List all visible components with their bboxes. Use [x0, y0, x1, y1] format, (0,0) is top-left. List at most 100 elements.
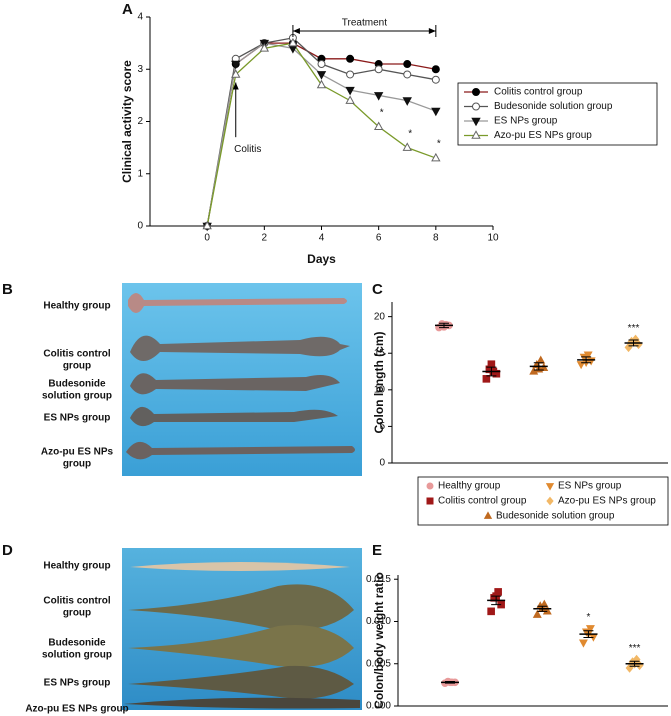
- marker: [472, 88, 480, 96]
- photo-label: Azo-pu ES NPs: [41, 447, 114, 458]
- legend-box: [417, 476, 669, 526]
- error-bar: [486, 366, 497, 377]
- marker: [431, 107, 441, 117]
- y-tick-label: 10: [374, 384, 386, 395]
- significance: *: [380, 107, 384, 118]
- marker: [471, 130, 481, 139]
- panel-letter: A: [122, 1, 133, 18]
- y-tick-label: 15: [374, 348, 386, 359]
- marker: [317, 60, 326, 69]
- photo-label: group: [63, 459, 91, 470]
- arrow-head: [232, 82, 239, 90]
- panel-letter: C: [372, 281, 383, 298]
- marker: [402, 97, 412, 106]
- marker: [316, 79, 327, 89]
- legend-label: Budesonide solution group: [496, 511, 615, 522]
- panel-letter: E: [372, 542, 382, 559]
- marker: [472, 102, 480, 111]
- marker: [373, 92, 384, 101]
- marker: [431, 152, 441, 162]
- series-line: [206, 42, 436, 227]
- x-tick-label: 8: [433, 233, 439, 244]
- legend-label: Azo-pu ES NPs group: [558, 496, 656, 507]
- significance: ***: [629, 643, 641, 654]
- error-bar: [583, 630, 594, 639]
- x-tick-label: 2: [262, 233, 268, 244]
- photo-label: Budesonide: [48, 638, 106, 649]
- y-tick-label: 0: [379, 458, 385, 469]
- marker: [403, 60, 412, 69]
- photo-label: Healthy group: [43, 561, 110, 572]
- photo-label: group: [63, 361, 91, 372]
- x-tick-label: 6: [376, 233, 382, 244]
- photo-b: [122, 283, 362, 476]
- error-bar: [491, 595, 502, 606]
- x-tick-label: 10: [487, 233, 499, 244]
- error-bar: [439, 322, 449, 329]
- annotation: Colitis: [234, 144, 261, 155]
- error-bar: [533, 362, 544, 371]
- y-axis-label: Clinical activity score: [120, 60, 134, 183]
- marker: [578, 639, 588, 648]
- series-line: [206, 42, 437, 227]
- y-axis-label: Colon length (cm): [372, 332, 386, 434]
- marker: [403, 70, 412, 79]
- legend-label: Colitis control group: [438, 496, 527, 507]
- photo-label: group: [63, 608, 91, 619]
- marker: [231, 60, 241, 70]
- legend-label: Budesonide solution group: [494, 101, 613, 112]
- panel-letter: D: [2, 542, 13, 559]
- marker: [202, 220, 212, 230]
- marker: [259, 43, 270, 52]
- marker: [374, 65, 383, 74]
- photo-label: Budesonide: [48, 379, 106, 390]
- legend-box: [457, 82, 658, 146]
- legend-label: Colitis control group: [494, 87, 583, 98]
- series-line: [206, 42, 437, 227]
- marker: [346, 54, 355, 63]
- panel-letter: B: [2, 281, 13, 298]
- error-bar: [537, 605, 548, 612]
- photo-label: solution group: [42, 650, 112, 661]
- marker: [373, 121, 384, 131]
- photo-label: Colitis control: [43, 349, 110, 360]
- significance: *: [586, 612, 590, 623]
- marker: [532, 609, 542, 618]
- y-tick-label: 5: [379, 421, 385, 432]
- marker: [487, 607, 495, 616]
- marker: [346, 70, 355, 79]
- annotation: Treatment: [342, 18, 387, 29]
- y-tick-label: 4: [137, 12, 143, 23]
- photo-label: ES NPs group: [44, 678, 111, 689]
- marker: [585, 625, 595, 634]
- photo-label: Azo-pu ES NPs group: [25, 704, 128, 715]
- photo-label: ES NPs group: [44, 413, 111, 424]
- x-axis-label: Days: [307, 252, 336, 266]
- significance: *: [408, 128, 412, 139]
- marker: [426, 482, 434, 490]
- marker: [316, 71, 327, 80]
- marker: [536, 355, 546, 364]
- marker: [483, 511, 493, 519]
- y-tick-label: 3: [137, 64, 143, 75]
- marker: [431, 65, 440, 74]
- y-tick-label: 20: [374, 311, 386, 322]
- error-bar: [581, 356, 592, 364]
- x-tick-label: 0: [204, 233, 210, 244]
- photo-label: Healthy group: [43, 301, 110, 312]
- marker: [546, 496, 554, 506]
- marker: [482, 375, 491, 383]
- y-tick-label: 2: [137, 116, 143, 127]
- marker: [545, 483, 555, 491]
- x-tick-label: 4: [319, 233, 325, 244]
- legend-label: Healthy group: [438, 481, 501, 492]
- marker: [431, 75, 440, 84]
- significance: ***: [628, 323, 640, 334]
- legend-label: Azo-pu ES NPs group: [494, 130, 592, 141]
- legend-label: ES NPs group: [494, 116, 558, 127]
- error-bar: [629, 660, 640, 667]
- photo-d: [122, 548, 362, 710]
- legend-label: ES NPs group: [558, 481, 622, 492]
- marker: [471, 117, 481, 127]
